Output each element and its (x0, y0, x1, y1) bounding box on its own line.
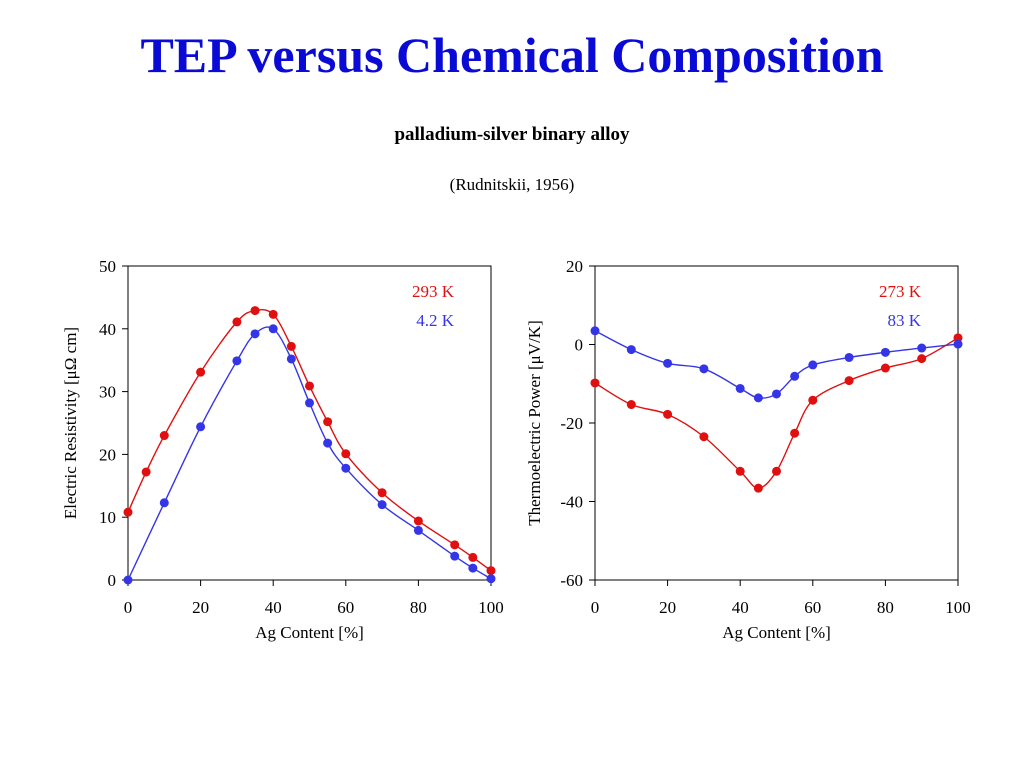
resistivity-x-axis-label: Ag Content [%] (255, 623, 364, 642)
resistivity-data-point (141, 467, 151, 477)
page-subtitle: palladium-silver binary alloy (394, 124, 630, 145)
resistivity-y-tick-label: 10 (99, 508, 116, 527)
resistivity-data-point (450, 551, 460, 561)
resistivity-data-point (232, 317, 242, 327)
page-title: TEP versus Chemical Composition (140, 27, 884, 83)
resistivity-data-point (268, 309, 278, 319)
resistivity-data-point (413, 525, 423, 535)
resistivity-plot-frame (127, 265, 492, 581)
resistivity-x-tick-label: 40 (265, 598, 282, 617)
resistivity-data-point (159, 498, 169, 508)
resistivity-data-point (196, 422, 206, 432)
resistivity-y-tick-label: 0 (108, 571, 117, 590)
resistivity-data-point (486, 566, 496, 576)
resistivity-data-point (286, 354, 296, 364)
resistivity-legend-entry: 293 K (412, 282, 455, 301)
resistivity-series-line-0 (127, 308, 492, 572)
source-citation: (Rudnitskii, 1956) (449, 175, 575, 194)
resistivity-y-tick-label: 30 (99, 383, 116, 402)
resistivity-y-tick-label: 50 (99, 257, 116, 276)
resistivity-y-tick-label: 40 (99, 320, 116, 339)
resistivity-data-point (486, 574, 496, 584)
resistivity-y-tick-label: 20 (99, 445, 116, 464)
resistivity-legend-entry: 4.2 K (416, 311, 455, 330)
resistivity-x-tick-label: 20 (192, 598, 209, 617)
resistivity-series-line-1 (127, 326, 492, 581)
resistivity-data-point (377, 500, 387, 510)
resistivity-data-point (305, 398, 314, 408)
resistivity-data-point (341, 463, 351, 473)
resistivity-x-tick-label: 100 (478, 598, 504, 617)
resistivity-data-point (413, 516, 423, 526)
resistivity-data-point (196, 367, 206, 377)
resistivity-data-point (250, 306, 260, 316)
resistivity-x-tick-label: 80 (410, 598, 427, 617)
resistivity-x-tick-label: 0 (124, 598, 133, 617)
resistivity-data-point (232, 356, 242, 366)
resistivity-data-point (468, 552, 478, 562)
resistivity-data-point (468, 563, 478, 573)
resistivity-data-point (159, 431, 169, 441)
resistivity-data-point (250, 329, 260, 339)
resistivity-data-point (305, 381, 314, 391)
resistivity-y-axis-label: Electric Resistivity [μΩ cm] (61, 327, 80, 519)
resistivity-data-point (377, 488, 387, 498)
resistivity-x-tick-label: 60 (337, 598, 354, 617)
resistivity-data-point (450, 540, 460, 550)
resistivity-data-point (123, 507, 133, 517)
resistivity-data-point (323, 417, 333, 427)
resistivity-data-point (341, 449, 351, 459)
resistivity-data-point (323, 438, 333, 448)
resistivity-data-point (268, 324, 278, 334)
resistivity-data-point (286, 341, 296, 351)
resistivity-data-point (123, 575, 133, 585)
